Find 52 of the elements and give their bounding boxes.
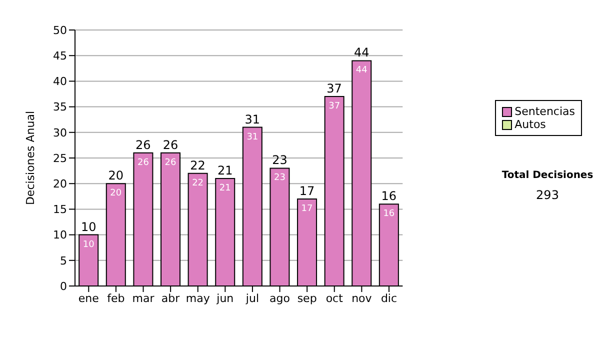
legend-label: Sentencias	[514, 105, 575, 118]
total-label: 26	[136, 138, 151, 152]
data-label: 31	[246, 132, 258, 142]
y-tick-label: 25	[53, 152, 67, 165]
data-label: 37	[328, 102, 340, 112]
y-tick-label: 50	[53, 24, 67, 37]
data-label: 26	[137, 158, 150, 168]
total-label: 44	[354, 46, 370, 60]
data-label: 26	[164, 158, 177, 168]
total-label: 23	[272, 153, 288, 168]
x-tick-label: nov	[352, 292, 372, 305]
y-tick-label: 45	[53, 50, 67, 63]
x-tick-label: abr	[161, 292, 180, 305]
x-tick-label: feb	[107, 292, 125, 305]
x-tick-label: jun	[216, 292, 234, 305]
x-tick-label: oct	[326, 292, 344, 305]
x-tick-label: ago	[270, 292, 290, 305]
x-tick-label: mar	[132, 292, 155, 305]
total-label: 17	[299, 184, 315, 198]
y-axis-title: Decisiones Anual	[24, 110, 37, 206]
text: Total Decisiones	[500, 170, 594, 181]
y-tick-label: 15	[53, 203, 67, 216]
y-tick-label: 30	[53, 126, 67, 140]
data-label: 23	[274, 173, 286, 184]
total-label: 16	[381, 189, 397, 204]
y-tick-label: 40	[53, 75, 67, 88]
x-tick-label: may	[186, 292, 210, 305]
y-tick-label: 5	[60, 254, 67, 268]
data-label: 22	[192, 178, 204, 188]
total-label: 10	[80, 220, 96, 234]
total-label: 31	[244, 112, 260, 126]
data-label: 44	[356, 66, 368, 76]
y-tick-label: 0	[60, 280, 67, 293]
x-tick-label: ene	[78, 292, 100, 305]
y-tick-label: 35	[53, 100, 67, 114]
total-label: 37	[326, 82, 342, 96]
y-tick-label: 10	[53, 228, 67, 242]
total-label: 22	[190, 158, 206, 172]
x-tick-label: sep	[297, 292, 317, 305]
data-label: 17	[301, 204, 313, 214]
data-label: 21	[219, 183, 231, 194]
total-label: 26	[162, 138, 178, 152]
legend-label: Autos	[514, 118, 546, 131]
total-label: 20	[108, 168, 124, 183]
x-tick-label: jul	[244, 292, 260, 305]
total-label: 21	[217, 163, 233, 178]
y-tick-label: 20	[53, 178, 67, 191]
text: 293	[535, 188, 560, 202]
data-label: 20	[110, 188, 122, 199]
data-label: 16	[383, 209, 395, 220]
data-label: 10	[82, 240, 95, 250]
x-tick-label: dic	[380, 292, 398, 305]
